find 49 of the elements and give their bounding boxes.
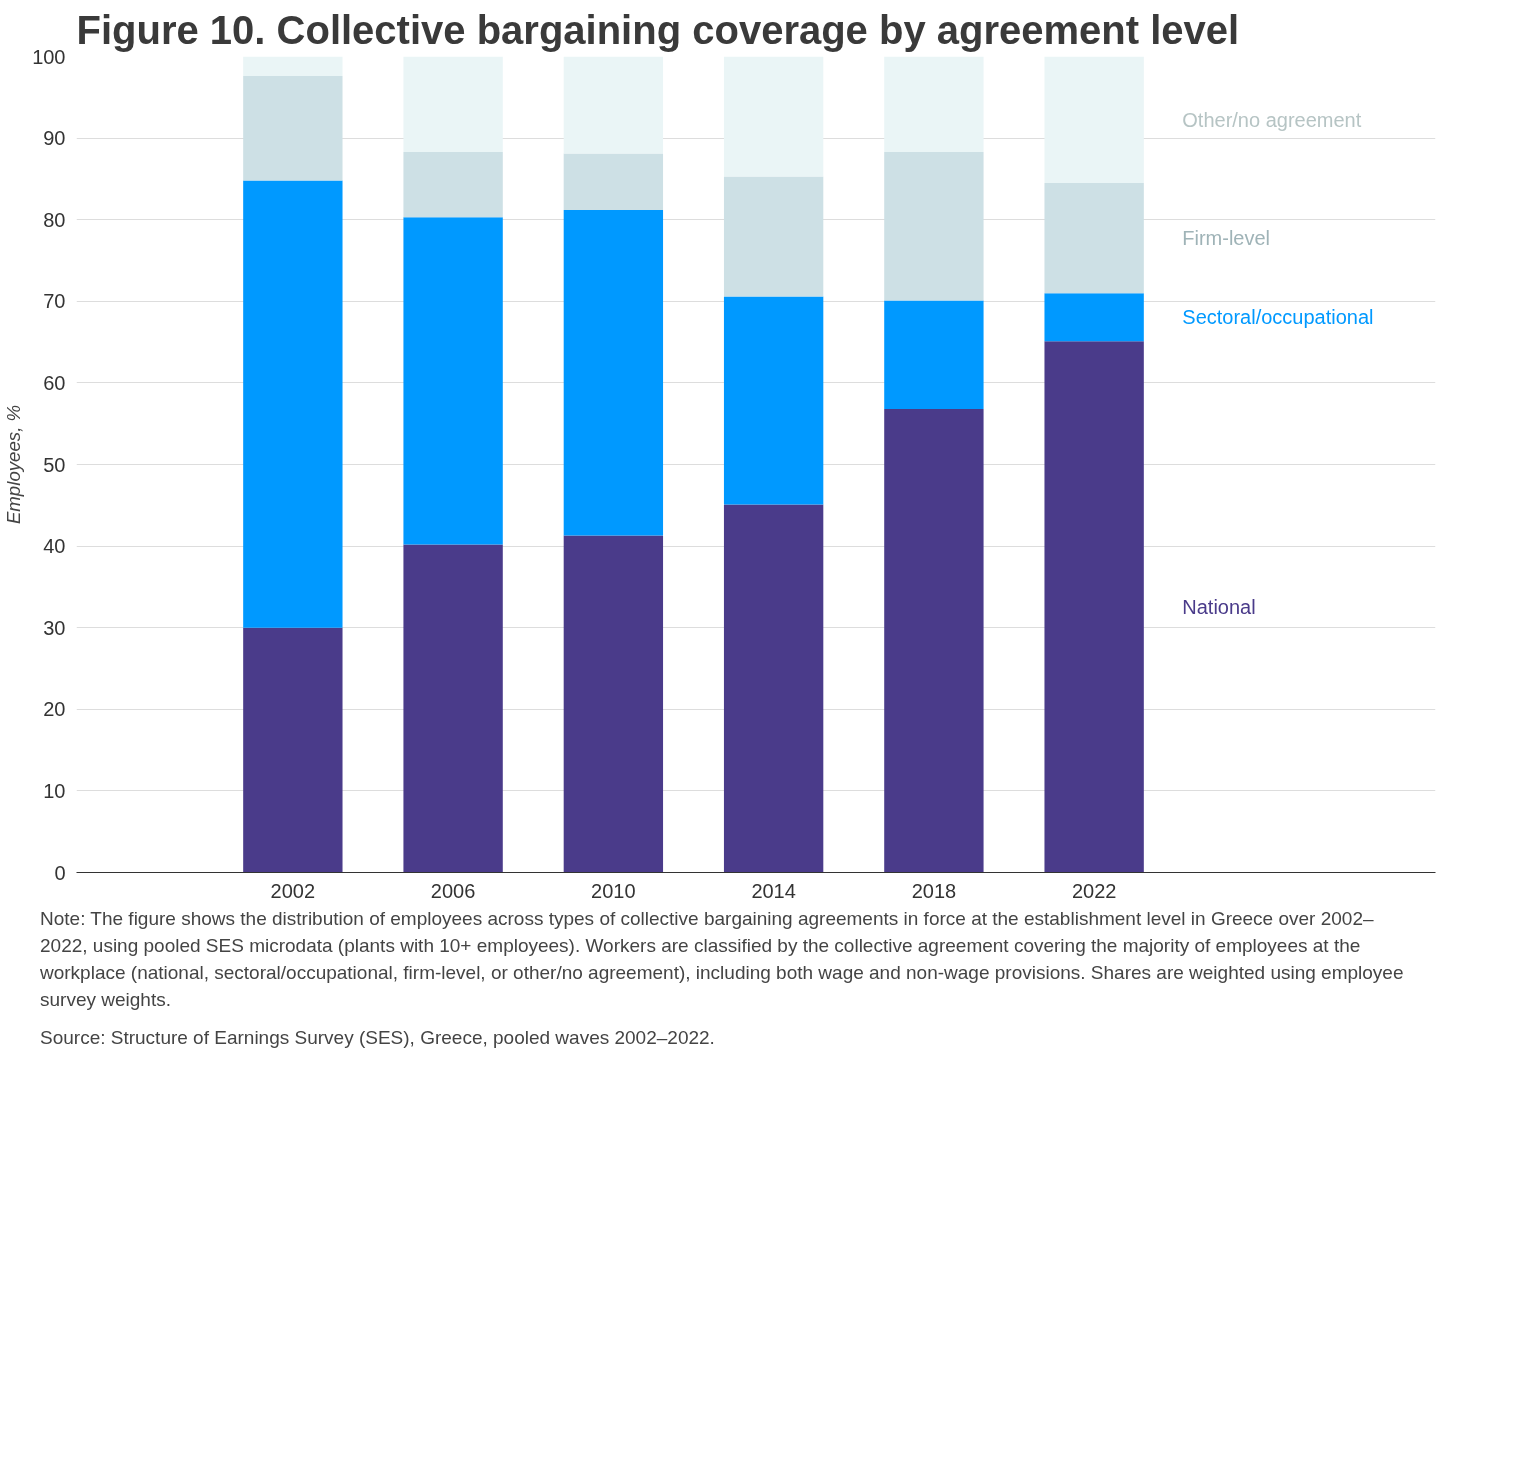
series-label: Other/no agreement <box>1182 108 1362 131</box>
x-tick-label: 2006 <box>430 879 476 902</box>
bar <box>243 76 343 181</box>
chart-title: Figure 10. Collective bargaining coverage by agreement level <box>76 7 1240 52</box>
bar <box>1044 56 1144 183</box>
bar <box>1044 341 1144 873</box>
bar <box>403 56 503 152</box>
y-tick-label: 80 <box>43 208 66 231</box>
y-tick-label: 70 <box>43 290 66 313</box>
x-tick-label: 2010 <box>591 879 636 902</box>
bar <box>884 409 984 873</box>
x-tick-label: 2018 <box>911 879 957 902</box>
series-label: Sectoral/occupational <box>1182 306 1374 329</box>
y-tick-label: 90 <box>43 127 66 150</box>
y-tick-label: 40 <box>43 535 66 558</box>
y-tick-label: 10 <box>43 779 66 802</box>
x-tick-label: 2022 <box>1071 879 1117 902</box>
source-note: Source: Structure of Earnings Survey (SES), Greece, pooled waves 2002–2022. <box>40 1025 715 1050</box>
text: Note: The figure shows the distribution of employees across types of collective bargaining agreements in force at the establishment level in Greece over 2002–2022, using pooled SES microdata (plants with 10+ employees). Workers are classified by the collective agreement covering the majority of employees at the workplace (national, sectoral/occupational, firm-level, or other/no agreement), including both wage and non-wage provisions. Shares are weighted using employee survey weights. <box>40 907 1405 1013</box>
y-tick-label: 20 <box>43 698 66 721</box>
series-label: National <box>1182 595 1256 618</box>
bar <box>403 544 503 873</box>
series-label: Firm-level <box>1182 227 1271 250</box>
bar <box>403 217 503 545</box>
bar <box>884 151 984 301</box>
bar <box>243 56 343 77</box>
x-tick-label: 2014 <box>751 879 796 902</box>
bar <box>1044 293 1144 342</box>
y-tick-label: 60 <box>43 371 66 394</box>
y-tick-label: 0 <box>54 861 66 884</box>
bar <box>1044 182 1144 294</box>
bar <box>723 504 824 873</box>
y-tick-label: 100 <box>32 45 66 68</box>
bar <box>563 56 664 154</box>
y-axis-title: Employees, % <box>3 404 25 525</box>
bar <box>563 153 664 210</box>
bar <box>723 176 824 297</box>
bar <box>884 56 984 152</box>
bar <box>243 627 343 873</box>
bar <box>403 151 503 218</box>
bar <box>563 535 664 873</box>
bar <box>723 296 824 505</box>
bar <box>563 209 664 536</box>
y-tick-label: 50 <box>43 453 66 476</box>
bar <box>884 300 984 410</box>
y-tick-label: 30 <box>43 616 66 639</box>
bar <box>243 180 343 628</box>
x-tick-label: 2002 <box>270 879 316 902</box>
bar <box>723 56 824 177</box>
